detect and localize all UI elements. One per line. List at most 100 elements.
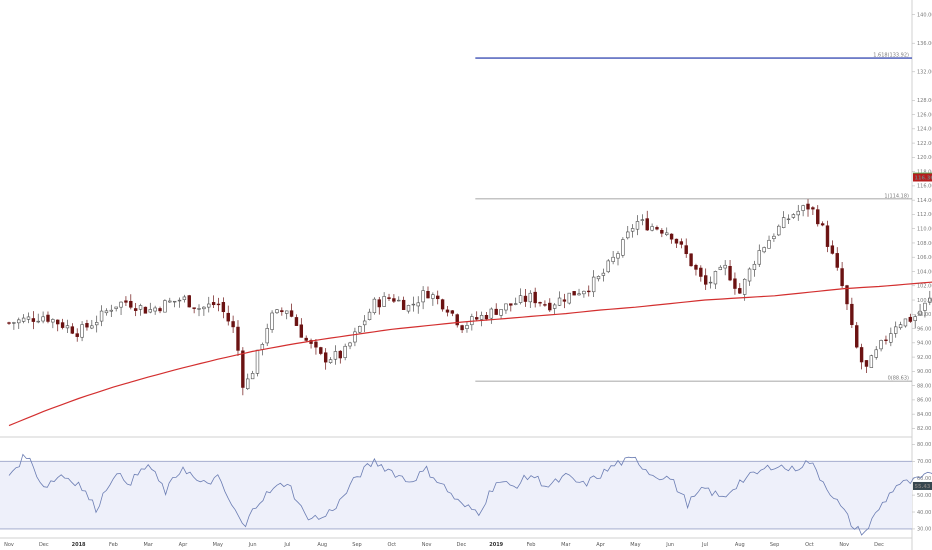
candle-body <box>806 203 810 210</box>
candle-body <box>679 241 684 245</box>
candle <box>820 221 825 227</box>
candle <box>728 260 732 282</box>
candle <box>397 296 401 302</box>
rsi-pane: 80.00 70.00 60.00 50.00 40.00 30.00 55.43 <box>0 442 932 536</box>
candle <box>738 283 742 294</box>
candle <box>855 322 859 349</box>
candle-body <box>153 307 157 312</box>
candle <box>236 320 240 357</box>
candle <box>718 265 723 271</box>
candle <box>528 290 533 309</box>
time-label: Nov <box>4 542 14 548</box>
candle <box>889 327 893 347</box>
candle <box>129 294 133 310</box>
candle-body <box>85 323 89 328</box>
candle-body <box>830 245 835 254</box>
candle-body <box>450 310 455 314</box>
candle-body <box>309 340 313 344</box>
price-tick-label: 118.00 <box>917 169 932 175</box>
candle <box>777 224 781 237</box>
rsi-tick-label: 80.00 <box>917 442 931 448</box>
candle-body <box>343 345 347 358</box>
candle <box>591 270 596 297</box>
candle-body <box>767 239 771 249</box>
candle <box>825 220 830 253</box>
candle-body <box>80 324 84 338</box>
candle <box>216 297 221 312</box>
candle-body <box>187 295 191 308</box>
candle-body <box>280 310 284 313</box>
price-tick-label: 126.00 <box>917 112 932 118</box>
candle <box>177 297 182 308</box>
candle-body <box>777 225 781 236</box>
candle-body <box>669 233 674 240</box>
candle-body <box>348 342 352 347</box>
candle <box>596 275 601 282</box>
candle <box>811 206 815 216</box>
candle <box>767 235 771 249</box>
moving-average-line <box>8 281 932 427</box>
candle <box>75 328 79 342</box>
candle-body <box>840 268 844 287</box>
candle-body <box>611 256 615 262</box>
candle <box>138 303 143 316</box>
candle-body <box>713 271 718 285</box>
candle-body <box>684 245 688 255</box>
candle-body <box>202 306 206 310</box>
candle-body <box>338 350 342 359</box>
candle-body <box>358 326 362 333</box>
candle-body <box>192 307 196 309</box>
candle <box>143 306 148 314</box>
candle <box>280 307 284 316</box>
candle <box>231 315 235 334</box>
time-label: May <box>630 542 640 548</box>
candle <box>17 317 21 329</box>
candle <box>747 267 752 286</box>
candle <box>358 325 362 334</box>
candle <box>538 301 542 307</box>
candle-body <box>299 324 304 338</box>
candle <box>294 314 299 326</box>
candle <box>504 303 508 314</box>
candle-body <box>786 218 791 221</box>
candle-body <box>752 263 757 270</box>
price-axis: 140.00 136.00 132.00 128.00 126.00 124.00 122.… <box>912 13 932 432</box>
candle-body <box>12 322 16 324</box>
candle-body <box>908 316 913 322</box>
price-tick-label: 122.00 <box>917 141 932 147</box>
candle-body <box>801 205 805 211</box>
candle <box>898 321 903 330</box>
candle <box>660 228 664 238</box>
candle-body <box>504 303 508 311</box>
candle-body <box>630 228 635 232</box>
candle-body <box>436 295 440 300</box>
price-tick-label: 100.00 <box>917 298 932 304</box>
candle-body <box>918 310 922 316</box>
price-tick-label: 114.00 <box>917 198 932 204</box>
candle <box>923 302 927 318</box>
candle <box>250 370 255 380</box>
candle <box>918 304 922 316</box>
candle-body <box>367 311 372 320</box>
time-label: 2019 <box>489 542 503 548</box>
candle-body <box>884 339 888 341</box>
candle-body <box>850 303 854 325</box>
candle-body <box>216 303 221 306</box>
candle-body <box>36 320 40 323</box>
candle <box>552 303 557 315</box>
candle <box>187 294 191 308</box>
candle-body <box>820 223 825 226</box>
time-label: Nov <box>422 542 432 548</box>
candle <box>713 270 718 289</box>
candle <box>304 335 308 343</box>
candle <box>94 315 99 333</box>
candle <box>56 319 60 332</box>
candle-body <box>923 302 927 311</box>
price-tick-label: 120.00 <box>917 155 932 161</box>
candle <box>894 321 898 338</box>
rsi-tick-label: 60.00 <box>917 476 931 482</box>
candle-body <box>255 349 260 374</box>
candle <box>582 290 586 298</box>
candle-body <box>489 308 494 319</box>
candle-body <box>46 314 50 322</box>
